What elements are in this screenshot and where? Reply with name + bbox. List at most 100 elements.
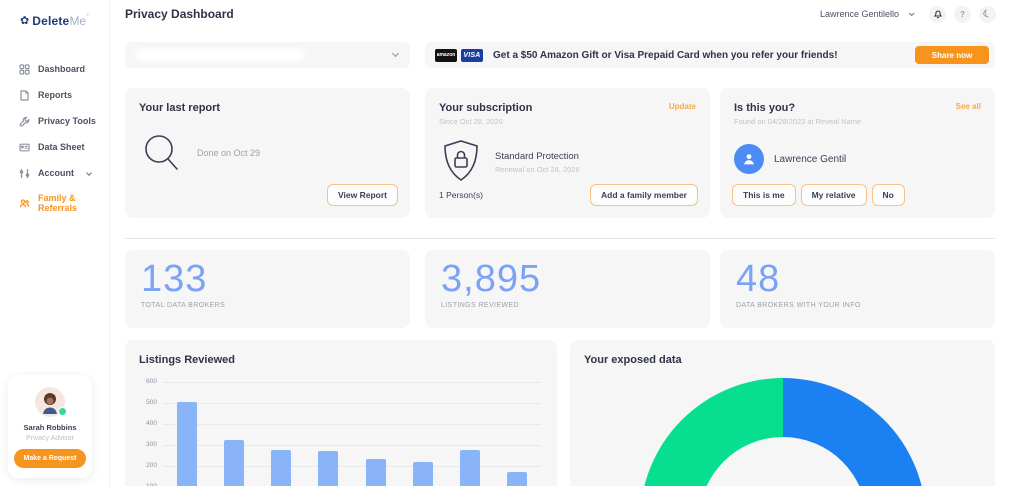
avatar [734, 144, 764, 174]
document-icon [18, 89, 30, 101]
this-is-me-button[interactable]: This is me [732, 184, 796, 206]
online-status-dot [58, 407, 67, 416]
stat-total-data-brokers: 133 TOTAL DATA BROKERS [125, 250, 410, 328]
found-on-text: Found on 04/28/2023 at Reveal Name [734, 117, 862, 126]
amazon-badge-icon: amazon [435, 48, 457, 62]
header-actions: Lawrence Gentilello ? ☾ [819, 5, 996, 23]
deleteme-logo[interactable]: ✿ DeleteMe° [0, 0, 109, 30]
sidebar-item-data-sheet[interactable]: Data Sheet [0, 134, 109, 160]
plan-name: Standard Protection [495, 150, 579, 162]
subscription-head: Your subscription Since Oct 28, 2020 Upd… [439, 102, 696, 126]
shield-lock-icon [444, 140, 478, 181]
sidebar-item-privacy-tools[interactable]: Privacy Tools [0, 108, 109, 134]
advisor-portrait-icon [43, 393, 57, 414]
gridline: 600 [146, 378, 541, 385]
plan-renewal: Renewal on Oct 28, 2026 [495, 164, 580, 174]
sidebar-item-dashboard[interactable]: Dashboard [0, 56, 109, 82]
people-icon [18, 197, 30, 209]
y-tick: 500 [146, 399, 157, 406]
subscription-footer: 1 Person(s) Add a family member [439, 184, 698, 206]
user-menu[interactable]: Lawrence Gentilello [819, 9, 899, 19]
person-icon [744, 154, 754, 165]
y-tick: 400 [146, 420, 157, 427]
y-tick: 600 [146, 378, 157, 385]
bar [223, 440, 244, 486]
sidebar-item-reports[interactable]: Reports [0, 82, 109, 108]
sidebar-item-family-referrals[interactable]: Family & Referrals [0, 186, 109, 220]
bar [460, 450, 481, 486]
logo-text: DeleteMe° [32, 13, 89, 28]
sidebar-item-label: Data Sheet [38, 142, 85, 152]
y-tick: 200 [146, 462, 157, 469]
bar [412, 462, 433, 486]
is-this-you-title: Is this you? [734, 102, 796, 114]
chevron-down-icon[interactable] [908, 10, 915, 17]
plan-row: Standard Protection Renewal on Oct 28, 2… [439, 138, 696, 186]
stat-label: DATA BROKERS WITH YOUR INFO [736, 301, 861, 309]
make-request-button[interactable]: Make a Request [14, 449, 86, 468]
stat-value: 133 [141, 258, 208, 300]
advisor-avatar [35, 387, 67, 417]
y-tick: 300 [146, 441, 157, 448]
view-report-button[interactable]: View Report [327, 184, 398, 206]
bar [271, 450, 292, 486]
stat-listings-reviewed: 3,895 LISTINGS REVIEWED [425, 250, 710, 328]
referral-banner: amazon VISA Get a $50 Amazon Gift or Vis… [425, 42, 995, 68]
match-name: Lawrence Gentil [774, 153, 847, 165]
advisor-role: Privacy Advisor [26, 435, 74, 442]
bar-chart-bars [163, 382, 541, 486]
is-this-you-actions: This is me My relative No [732, 184, 905, 206]
my-relative-button[interactable]: My relative [800, 184, 867, 206]
sidebar-nav: Dashboard Reports Privacy Tools Data She… [0, 56, 109, 220]
share-now-button[interactable]: Share now [915, 46, 989, 64]
add-family-member-button[interactable]: Add a family member [590, 184, 698, 206]
dark-mode-toggle[interactable]: ☾ [979, 5, 996, 23]
sidebar-item-label: Dashboard [38, 64, 86, 74]
last-report-row: Done on Oct 29 [139, 130, 396, 176]
bar-chart-title: Listings Reviewed [139, 354, 235, 366]
page-title: Privacy Dashboard [125, 7, 234, 21]
sidebar: ✿ DeleteMe° Dashboard Reports Privacy [0, 0, 110, 486]
stat-value: 3,895 [441, 258, 542, 300]
stat-label: LISTINGS REVIEWED [441, 301, 519, 309]
help-button[interactable]: ? [954, 5, 971, 23]
id-card-icon [18, 141, 30, 153]
gridline: 400 [146, 420, 541, 427]
subscription-head-left: Your subscription Since Oct 28, 2020 [439, 102, 532, 126]
exposed-data-donut [640, 378, 926, 486]
wrench-icon [18, 115, 30, 127]
bar-chart-plot: 600 500 400 300 200 100 [125, 378, 541, 486]
no-button[interactable]: No [871, 184, 905, 206]
match-row: Lawrence Gentil [734, 144, 981, 174]
notifications-button[interactable] [929, 5, 946, 23]
exposed-data-chart-card: Your exposed data [570, 340, 995, 486]
report-select-dropdown[interactable] [125, 42, 410, 68]
see-all-link[interactable]: See all [955, 102, 981, 111]
grid-icon [18, 63, 30, 75]
redacted-selection [135, 49, 305, 61]
moon-icon: ☾ [981, 7, 994, 21]
sidebar-item-label: Reports [38, 90, 73, 100]
subscription-title: Your subscription [439, 102, 533, 114]
last-report-title: Your last report [139, 102, 221, 114]
magnifier-icon [145, 135, 178, 170]
last-report-footer: View Report [327, 184, 398, 206]
chevron-down-icon [391, 49, 400, 58]
subscription-since: Since Oct 28, 2020 [439, 117, 503, 126]
is-this-you-card: Is this you? Found on 04/28/2023 at Reve… [720, 88, 995, 218]
is-this-you-head: Is this you? Found on 04/28/2023 at Reve… [734, 102, 981, 126]
gridline: 200 [146, 462, 541, 469]
persons-count: 1 Person(s) [439, 190, 483, 200]
bar [365, 459, 386, 486]
is-this-you-head-left: Is this you? Found on 04/28/2023 at Reve… [734, 102, 861, 126]
chevron-down-icon [86, 170, 92, 176]
stat-label: TOTAL DATA BROKERS [141, 301, 226, 309]
bar [318, 451, 339, 486]
sidebar-item-label: Privacy Tools [38, 116, 96, 126]
bar [176, 402, 197, 486]
report-status-text: Done on Oct 29 [197, 148, 261, 158]
update-link[interactable]: Update [668, 102, 696, 111]
sidebar-item-account[interactable]: Account [0, 160, 109, 186]
bar [507, 472, 528, 486]
